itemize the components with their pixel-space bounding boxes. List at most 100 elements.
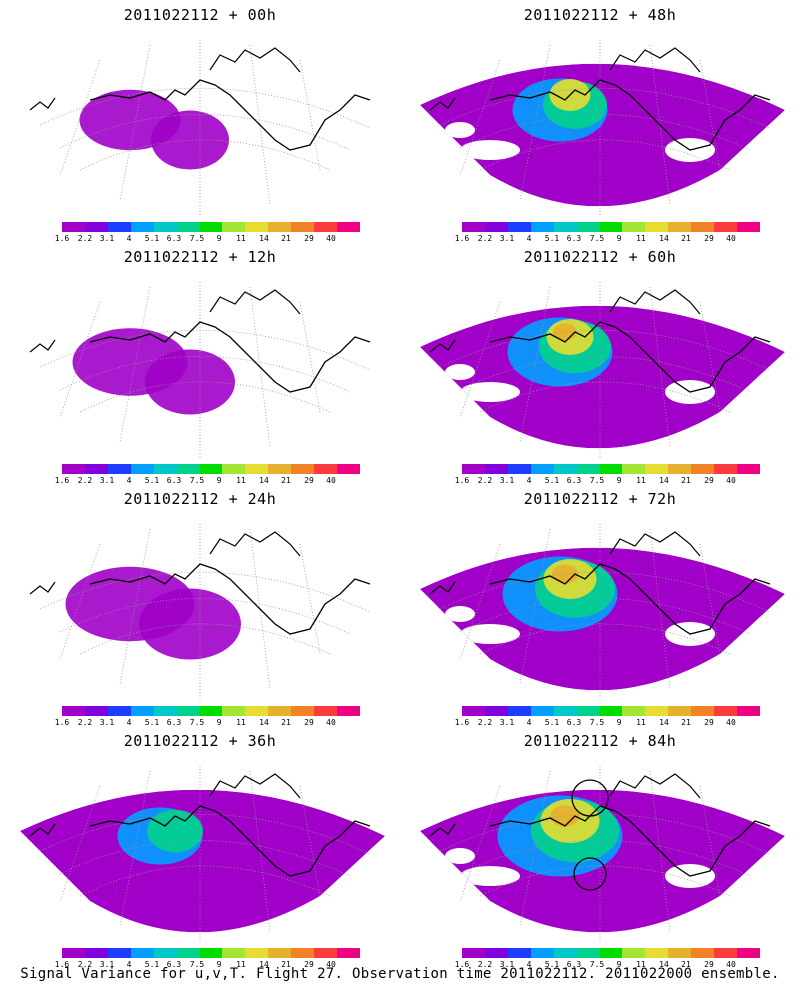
colorbar-swatch [737, 948, 760, 958]
colorbar-ticks: 1.6 2.2 3.1 4 5.1 6.3 7.5 9 11 14 21 29 40 [52, 960, 372, 970]
colorbar-swatch [507, 464, 531, 474]
observation-circle [571, 779, 609, 817]
colorbar-tick-label: 4 [126, 476, 132, 485]
graticule [439, 766, 771, 941]
colorbar-tick-label: 1.6 [54, 234, 70, 243]
colorbar-tick-label: 1.6 [54, 718, 70, 727]
colorbar-swatch [507, 948, 531, 958]
colorbar-ticks: 1.6 2.2 3.1 4 5.1 6.3 7.5 9 11 14 21 29 40 [452, 960, 772, 970]
colorbar-swatch [576, 706, 600, 716]
colorbar-tick-label: 21 [681, 476, 691, 485]
colorbar-tick-label: 6.3 [566, 960, 582, 969]
colorbar-tick-label: 40 [726, 960, 736, 969]
colorbar-swatch [622, 464, 646, 474]
colorbar-swatch [507, 222, 531, 232]
colorbar-swatch [314, 948, 338, 958]
coastline [609, 289, 701, 315]
colorbar-tick-label: 14 [259, 960, 269, 969]
colorbar-tick-label: 21 [681, 234, 691, 243]
coastline [609, 531, 701, 557]
colorbar-swatch [599, 464, 623, 474]
colorbar-swatch [337, 222, 360, 232]
colorbar-swatch [268, 222, 292, 232]
colorbar-swatch [714, 222, 738, 232]
colorbar-tick-label: 40 [326, 476, 336, 485]
colorbar-swatch [462, 948, 485, 958]
colorbar-tick-label: 6.3 [566, 476, 582, 485]
colorbar-tick-label: 29 [304, 718, 314, 727]
colorbar-swatch [222, 706, 246, 716]
colorbar-ticks: 1.6 2.2 3.1 4 5.1 6.3 7.5 9 11 14 21 29 40 [452, 718, 772, 728]
colorbar-swatch [337, 464, 360, 474]
colorbar-ticks: 1.6 2.2 3.1 4 5.1 6.3 7.5 9 11 14 21 29 40 [452, 476, 772, 486]
colorbar-tick-label: 7.5 [589, 476, 605, 485]
colorbar-tick-label: 5.1 [544, 476, 560, 485]
colorbar-ticks: 1.6 2.2 3.1 4 5.1 6.3 7.5 9 11 14 21 29 40 [452, 234, 772, 244]
colorbar-tick-label: 3.1 [499, 960, 515, 969]
colorbar-swatch [107, 948, 131, 958]
colorbar-tick-label: 7.5 [189, 960, 205, 969]
panel-title: 2011022112 + 12h [123, 248, 277, 266]
colorbar-swatch [462, 706, 485, 716]
colorbar-swatch [107, 464, 131, 474]
map-plot [420, 282, 785, 457]
coastline [429, 823, 456, 837]
colorbar-tick-label: 40 [326, 234, 336, 243]
colorbar-tick-label: 6.3 [166, 960, 182, 969]
colorbar-tick-label: 29 [704, 234, 714, 243]
colorbar-tick-label: 11 [636, 234, 646, 243]
colorbar-tick-label: 11 [236, 234, 246, 243]
coastline [89, 321, 371, 393]
colorbar-swatch [62, 464, 85, 474]
colorbar-tick-label: 4 [526, 718, 532, 727]
colorbar-tick-label: 40 [726, 234, 736, 243]
colorbar-swatch [153, 464, 177, 474]
colorbar-swatch [530, 222, 554, 232]
colorbar-tick-label: 14 [659, 718, 669, 727]
colorbar-swatch [645, 222, 669, 232]
colorbar-tick-label: 11 [636, 718, 646, 727]
colorbar-swatch [291, 948, 315, 958]
colorbar-swatch [107, 222, 131, 232]
colorbar-swatch [530, 464, 554, 474]
colorbar-tick-label: 1.6 [54, 960, 70, 969]
colorbar-swatch [84, 222, 108, 232]
colorbar-swatch [176, 222, 200, 232]
colorbar-swatch [130, 706, 154, 716]
colorbar-swatch [245, 222, 269, 232]
colorbar-tick-label: 40 [726, 476, 736, 485]
colorbar-tick-label: 6.3 [566, 718, 582, 727]
figure-caption: Signal Variance for u,v,T. Flight 27. Ob… [20, 966, 780, 982]
observation-circle [573, 857, 607, 891]
variance-contour [550, 805, 580, 827]
colorbar-tick-label: 21 [281, 960, 291, 969]
map-panel: 2011022112 + 12h 1.6 2.2 3.1 4 5.1 6.3 7.5 9 11 14… [0, 242, 400, 485]
low-variance-patch [445, 122, 475, 138]
map-panel: 2011022112 + 36h 1.6 2.2 3.1 4 5.1 6.3 7.5 9 11 14… [0, 726, 400, 969]
coastline [29, 823, 56, 837]
map-panel: 2011022112 + 60h 1.6 2.2 3.1 4 5.1 6.3 7.5 9 11 14… [400, 242, 800, 485]
colorbar [462, 706, 760, 716]
coastline [609, 47, 701, 73]
colorbar-tick-label: 4 [126, 234, 132, 243]
colorbar-swatch [268, 948, 292, 958]
colorbar-tick-label: 2.2 [477, 718, 493, 727]
colorbar-swatch [622, 706, 646, 716]
low-variance-patch [445, 606, 475, 622]
low-variance-patch [460, 382, 520, 402]
map-plot [29, 524, 371, 699]
colorbar-tick-label: 4 [126, 718, 132, 727]
colorbar-tick-label: 6.3 [166, 476, 182, 485]
coastline [489, 321, 771, 393]
colorbar-swatch [668, 948, 692, 958]
colorbar-swatch [553, 464, 577, 474]
colorbar-swatch [268, 464, 292, 474]
colorbar-swatch [714, 464, 738, 474]
colorbar-swatch [199, 706, 223, 716]
coastline [89, 79, 371, 151]
graticule [39, 524, 371, 699]
colorbar-swatch [130, 948, 154, 958]
colorbar-tick-label: 29 [304, 234, 314, 243]
colorbar-tick-label: 5.1 [144, 234, 160, 243]
colorbar-tick-label: 29 [704, 718, 714, 727]
